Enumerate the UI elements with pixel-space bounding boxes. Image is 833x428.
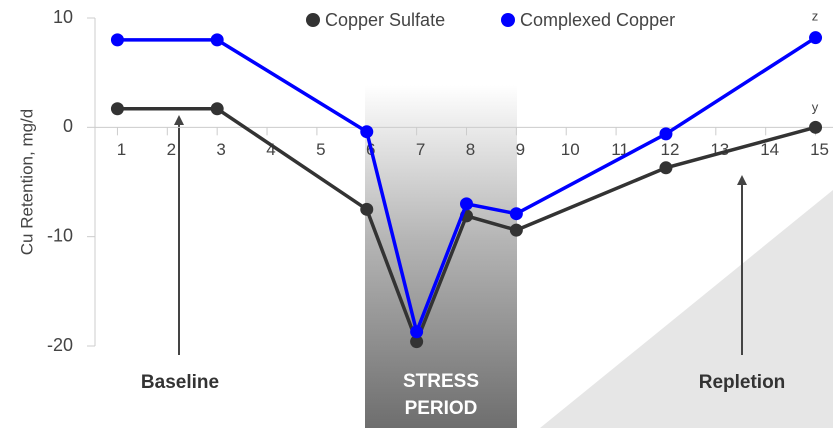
x-tick-label: 14 <box>760 140 779 159</box>
data-point <box>809 120 823 134</box>
y-tick-label: -10 <box>47 225 73 245</box>
annotation: Baseline <box>140 372 220 393</box>
y-tick-label: -20 <box>47 335 73 355</box>
data-point <box>110 33 124 47</box>
data-point <box>410 335 424 349</box>
annotation: y <box>812 99 819 114</box>
data-point <box>509 223 523 237</box>
y-tick-label: 0 <box>63 116 73 136</box>
annotation: Repletion <box>698 372 786 393</box>
data-point <box>410 325 424 339</box>
x-tick-label: 9 <box>516 140 525 159</box>
annotation: z <box>812 8 819 23</box>
x-tick-label: 8 <box>466 140 475 159</box>
data-point <box>360 202 374 216</box>
x-tick-label: 12 <box>660 140 679 159</box>
x-tick-label: 1 <box>117 140 126 159</box>
y-tick-label: 10 <box>53 7 73 27</box>
legend-marker <box>306 13 320 27</box>
x-tick-label: 2 <box>167 140 176 159</box>
repletion-band <box>540 190 833 428</box>
data-point <box>110 102 124 116</box>
legend-marker <box>501 13 515 27</box>
x-tick-label: 4 <box>266 140 275 159</box>
x-tick-label: 3 <box>216 140 225 159</box>
y-axis-label: Cu Retention, mg/d <box>17 109 36 255</box>
x-tick-label: 5 <box>316 140 325 159</box>
data-point <box>809 31 823 45</box>
data-point <box>210 33 224 47</box>
data-point <box>659 127 673 141</box>
annotation: STRESS PERIOD <box>402 371 480 419</box>
data-point <box>210 102 224 116</box>
x-tick-label: 10 <box>561 140 580 159</box>
series-line <box>117 36 817 338</box>
series-line <box>117 106 817 347</box>
data-point <box>659 161 673 175</box>
data-point <box>509 207 523 221</box>
data-point <box>459 197 473 211</box>
x-tick-label: 7 <box>416 140 425 159</box>
data-point <box>360 125 374 139</box>
legend-label: Complexed Copper <box>520 10 675 30</box>
x-tick-label: 15 <box>810 140 829 159</box>
stress-band <box>365 85 517 428</box>
legend-label: Copper Sulfate <box>325 10 445 30</box>
